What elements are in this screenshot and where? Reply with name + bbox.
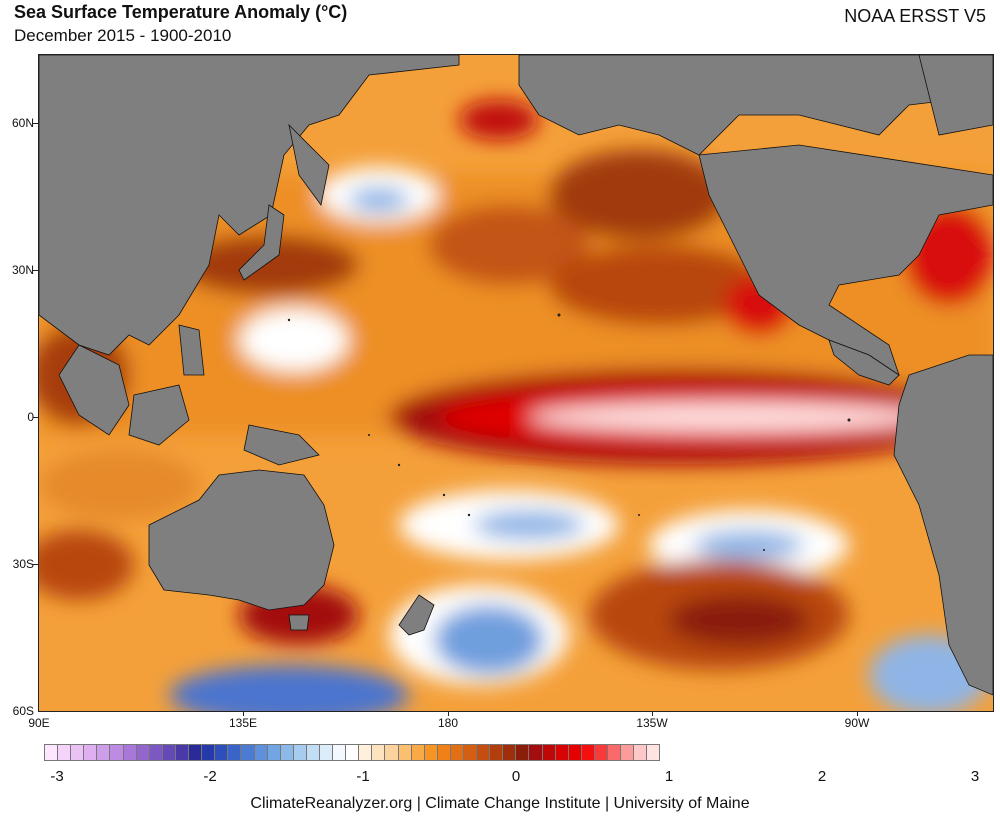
- colorbar-swatch: [358, 744, 373, 761]
- island-dots: [287, 313, 851, 551]
- lat-tick: [33, 123, 38, 124]
- lon-label-90e: 90E: [28, 716, 50, 730]
- colorbar-swatch: [57, 744, 72, 761]
- land-masses: [39, 55, 993, 696]
- colorbar-swatch: [305, 744, 320, 761]
- colorbar-swatch: [174, 744, 190, 761]
- colorbar-swatch: [253, 744, 268, 761]
- colorbar-swatch: [567, 744, 582, 761]
- colorbar-swatch: [44, 744, 59, 761]
- colorbar-swatch: [554, 744, 569, 761]
- lat-label-0: 0: [27, 410, 34, 424]
- colorbar-label-neg2: -2: [203, 768, 217, 785]
- colorbar-label-1: 1: [664, 768, 674, 785]
- lon-tick: [652, 711, 653, 716]
- colorbar-swatch: [292, 744, 307, 761]
- colorbar-swatch: [449, 744, 464, 761]
- colorbar-swatch: [240, 744, 255, 761]
- colorbar-label-neg1: -1: [356, 768, 370, 785]
- colorbar-swatch: [345, 744, 360, 761]
- colorbar-swatch: [646, 744, 661, 761]
- lon-tick: [243, 711, 244, 716]
- lat-tick: [33, 270, 38, 271]
- colorbar-swatch: [436, 744, 451, 761]
- chart-title: Sea Surface Temperature Anomaly (°C): [14, 2, 348, 22]
- colorbar-swatch: [332, 744, 347, 761]
- colorbar-swatch: [633, 744, 648, 761]
- colorbar-swatch: [371, 744, 386, 761]
- colorbar-swatch: [515, 744, 530, 761]
- lat-label-30s: 30S: [12, 557, 34, 571]
- colorbar-swatch: [580, 744, 595, 761]
- colorbar-swatch: [266, 744, 281, 761]
- colorbar-swatch: [541, 744, 556, 761]
- colorbar-swatch: [109, 744, 124, 761]
- colorbar-swatch: [397, 744, 412, 761]
- colorbar-swatch: [620, 744, 635, 761]
- lat-tick: [33, 417, 38, 418]
- colorbar-label-3: 3: [970, 768, 980, 785]
- credit-line: ClimateReanalyzer.org | Climate Change I…: [250, 795, 750, 812]
- colorbar-swatch: [423, 744, 438, 761]
- colorbar-swatch: [463, 744, 478, 761]
- map-canvas: [39, 55, 993, 711]
- colorbar-label-2: 2: [817, 768, 827, 785]
- lon-label-90w: 90W: [844, 716, 870, 730]
- colorbar-swatch: [607, 744, 622, 761]
- colorbar: [44, 744, 661, 761]
- colorbar-swatch: [188, 744, 203, 761]
- colorbar-swatch: [201, 744, 216, 761]
- lon-label-135e: 135E: [228, 716, 258, 730]
- colorbar-swatch: [502, 744, 517, 761]
- lat-label-60s: 60S: [12, 704, 34, 718]
- lon-label-135w: 135W: [636, 716, 668, 730]
- colorbar-swatch: [148, 744, 163, 761]
- colorbar-swatch: [135, 744, 150, 761]
- colorbar-swatch: [70, 744, 85, 761]
- colorbar-swatch: [528, 744, 543, 761]
- lon-label-180: 180: [437, 716, 459, 730]
- lon-tick: [857, 711, 858, 716]
- colorbar-swatch: [161, 744, 176, 761]
- colorbar-swatch: [318, 744, 334, 761]
- dataset-label: NOAA ERSST V5: [844, 6, 986, 26]
- chart-subtitle: December 2015 - 1900-2010: [14, 26, 232, 45]
- colorbar-swatch: [593, 744, 609, 761]
- colorbar-swatch: [476, 744, 491, 761]
- colorbar-swatch: [83, 744, 98, 761]
- lat-label-60n: 60N: [11, 116, 34, 130]
- sst-anomaly-map: [38, 54, 994, 712]
- colorbar-swatch: [227, 744, 242, 761]
- lat-label-30n: 30N: [11, 263, 34, 277]
- colorbar-swatch: [279, 744, 294, 761]
- colorbar-label-0: 0: [511, 768, 521, 785]
- lat-tick: [33, 564, 38, 565]
- colorbar-swatch: [96, 744, 111, 761]
- colorbar-swatch: [214, 744, 229, 761]
- colorbar-swatch: [489, 744, 504, 761]
- colorbar-label-neg3: -3: [50, 768, 64, 785]
- lon-tick: [448, 711, 449, 716]
- colorbar-swatch: [410, 744, 425, 761]
- colorbar-swatch: [122, 744, 137, 761]
- colorbar-swatch: [384, 744, 399, 761]
